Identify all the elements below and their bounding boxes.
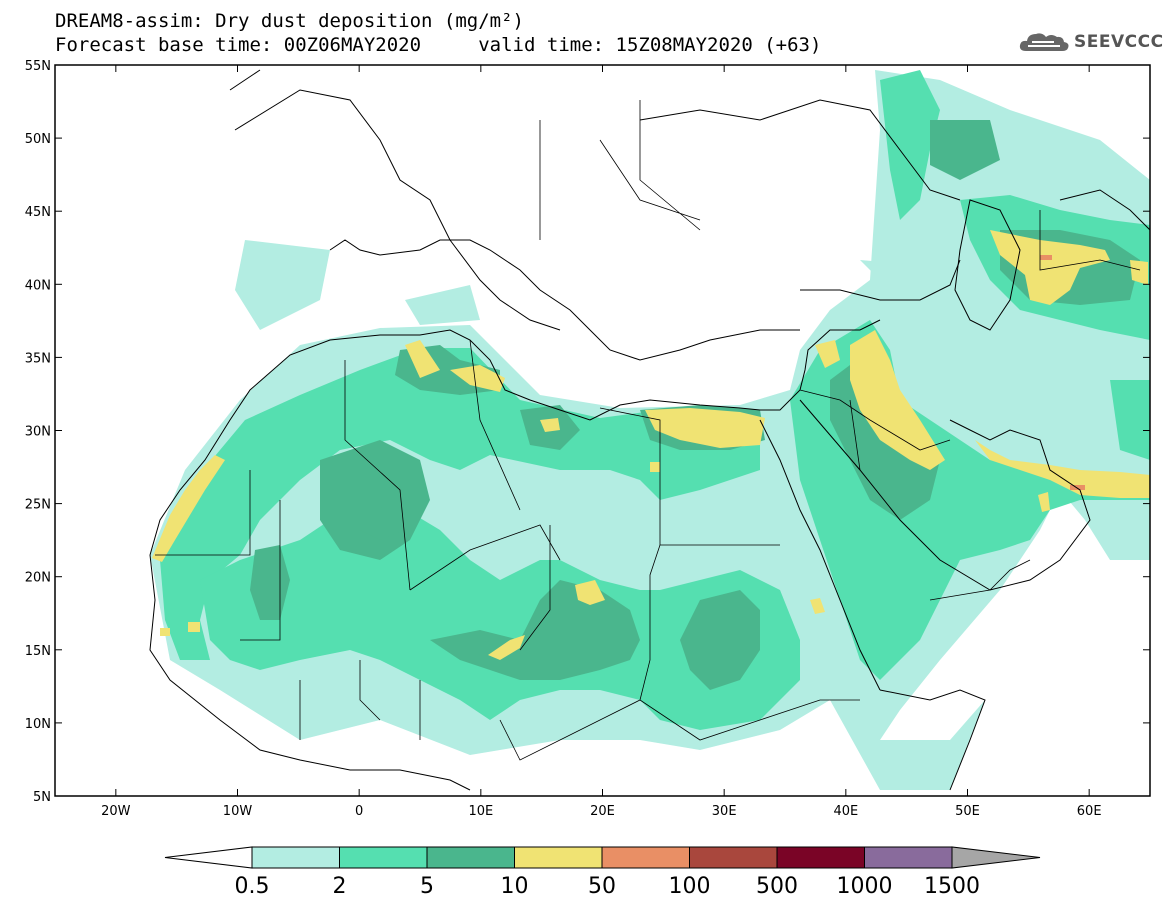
axis-ticks: 55N 50N 45N 40N 35N 30N 25N 20N 15N 10N 5N 20W 10W 0 1… [25, 59, 1150, 819]
colorbar-over-triangle [951, 846, 1041, 869]
colorbar-label: 500 [756, 874, 798, 899]
lat-tick-label: 45N [25, 205, 51, 220]
colorbar-swatch [251, 846, 340, 869]
colorbar-label: 0.5 [235, 874, 270, 899]
colorbar-swatch [514, 846, 603, 869]
colorbar-label: 1500 [924, 874, 980, 899]
deposition-level-10 [152, 230, 1150, 660]
lon-tick-label: 20E [590, 804, 615, 819]
lon-tick-label: 20W [101, 804, 131, 819]
lon-tick-label: 60E [1077, 804, 1102, 819]
lat-tick-label: 35N [25, 351, 51, 366]
lat-tick-label: 50N [25, 132, 51, 147]
coastlines [149, 69, 1150, 791]
map-title: DREAM8-assim: Dry dust deposition (mg/m²… [55, 10, 524, 32]
lat-tick-label: 55N [25, 59, 51, 74]
lat-tick-label: 25N [25, 498, 51, 513]
lon-tick-label: 50E [955, 804, 980, 819]
colorbar-under-triangle [164, 846, 253, 869]
lon-tick-label: 30E [712, 804, 737, 819]
deposition-level-50 [1040, 255, 1085, 490]
seevccc-logo: SEEVCCC [1018, 28, 1164, 56]
colorbar-swatch [689, 846, 778, 869]
colorbar-swatch [864, 846, 953, 869]
logo-text: SEEVCCC [1074, 32, 1164, 52]
colorbar-label: 1000 [837, 874, 893, 899]
colorbar-swatch [601, 846, 690, 869]
map-subtitle: Forecast base time: 00Z06MAY2020 valid t… [55, 34, 822, 56]
colorbar-label: 2 [333, 874, 347, 899]
lat-tick-label: 30N [25, 425, 51, 440]
colorbar-label: 100 [669, 874, 711, 899]
colorbar-swatch [339, 846, 428, 869]
lon-tick-label: 40E [833, 804, 858, 819]
colorbar-label: 5 [420, 874, 434, 899]
lat-tick-label: 20N [25, 571, 51, 586]
cloud-icon [1019, 33, 1069, 51]
colorbar-swatch [776, 846, 865, 869]
lat-tick-label: 10N [25, 717, 51, 732]
lat-tick-label: 40N [25, 278, 51, 293]
lat-tick-label: 15N [25, 644, 51, 659]
colorbar-swatch [426, 846, 515, 869]
country-borders [155, 100, 1141, 761]
colorbar-label: 10 [501, 874, 529, 899]
colorbar: 0.5 2 5 10 50 100 500 1000 1500 [164, 846, 1041, 899]
colorbar-label: 50 [588, 874, 616, 899]
lat-tick-label: 5N [33, 790, 51, 805]
deposition-field [150, 70, 1150, 790]
lon-tick-label: 10W [223, 804, 253, 819]
lon-tick-label: 0 [355, 804, 363, 819]
lon-tick-label: 10E [468, 804, 493, 819]
